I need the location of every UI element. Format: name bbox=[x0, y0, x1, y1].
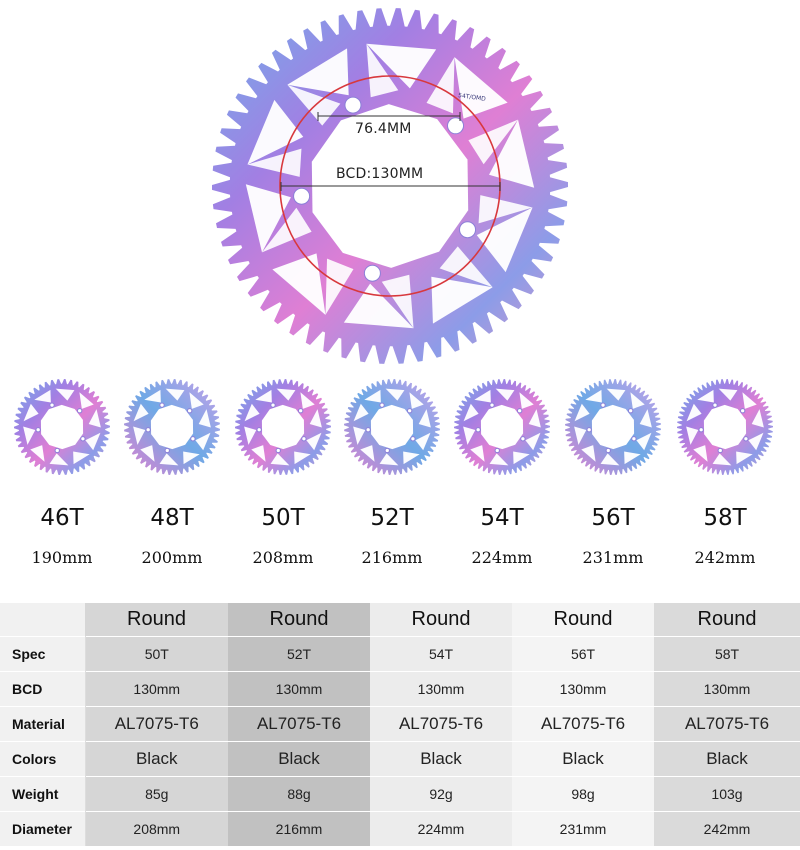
chainring-52t-image bbox=[344, 379, 440, 475]
diameter-value: 216mm bbox=[361, 548, 423, 567]
table-row: Diameter 208mm 216mm 224mm 231mm 242mm bbox=[0, 811, 800, 846]
table-cell: 224mm bbox=[370, 811, 512, 846]
table-cell: 242mm bbox=[654, 811, 800, 846]
diameter-value: 231mm bbox=[582, 548, 644, 567]
row-label-bcd: BCD bbox=[0, 671, 86, 707]
table-header-row: Round Round Round Round Round bbox=[0, 603, 800, 637]
mini-chainring bbox=[454, 379, 550, 475]
chainring-54t-image bbox=[454, 379, 550, 475]
column-header: Round bbox=[228, 603, 370, 637]
chainring-illustration bbox=[212, 8, 568, 364]
table-cell: 85g bbox=[85, 776, 228, 812]
diameter-value: 242mm bbox=[694, 548, 756, 567]
table-cell: 88g bbox=[228, 776, 370, 812]
mini-chainring bbox=[344, 379, 440, 475]
table-row: Colors Black Black Black Black Black bbox=[0, 741, 800, 777]
diameter-value: 208mm bbox=[252, 548, 314, 567]
table-row: Spec 50T 52T 54T 56T 58T bbox=[0, 636, 800, 672]
column-header: Round bbox=[654, 603, 800, 637]
table-cell: Black bbox=[654, 741, 800, 777]
mini-chainring bbox=[14, 379, 110, 475]
diameter-value: 224mm bbox=[471, 548, 533, 567]
measure-short-label: 76.4MM bbox=[355, 121, 412, 137]
size-lineup: 46T 190mm 48T 200mm 50T 208mm 52T 216mm … bbox=[0, 375, 800, 575]
size-item: 52T 216mm bbox=[338, 375, 446, 567]
table-cell: Black bbox=[85, 741, 228, 777]
table-cell: AL7075-T6 bbox=[228, 706, 370, 742]
table-cell: AL7075-T6 bbox=[370, 706, 512, 742]
teeth-count: 50T bbox=[261, 505, 305, 531]
teeth-count: 56T bbox=[591, 505, 635, 531]
row-label-colors: Colors bbox=[0, 741, 86, 777]
table-cell: 56T bbox=[512, 636, 654, 672]
size-item: 58T 242mm bbox=[671, 375, 779, 567]
mini-chainring bbox=[124, 379, 220, 475]
table-cell: Black bbox=[228, 741, 370, 777]
table-cell: AL7075-T6 bbox=[512, 706, 654, 742]
table-cell: 130mm bbox=[85, 671, 228, 707]
mini-chainring bbox=[235, 379, 331, 475]
mini-chainring bbox=[677, 379, 773, 475]
table-cell: 130mm bbox=[654, 671, 800, 707]
column-header: Round bbox=[512, 603, 654, 637]
table-cell: 52T bbox=[228, 636, 370, 672]
table-cell: 216mm bbox=[228, 811, 370, 846]
row-label-material: Material bbox=[0, 706, 86, 742]
row-label-spec: Spec bbox=[0, 636, 86, 672]
table-cell: 130mm bbox=[370, 671, 512, 707]
column-header: Round bbox=[85, 603, 228, 637]
teeth-count: 48T bbox=[150, 505, 194, 531]
teeth-count: 58T bbox=[703, 505, 747, 531]
teeth-count: 54T bbox=[480, 505, 524, 531]
table-row: Weight 85g 88g 92g 98g 103g bbox=[0, 776, 800, 812]
size-item: 50T 208mm bbox=[229, 375, 337, 567]
chainring-50t-image bbox=[235, 379, 331, 475]
diameter-value: 190mm bbox=[31, 548, 93, 567]
table-cell: 54T bbox=[370, 636, 512, 672]
chainring-body bbox=[212, 8, 568, 364]
table-cell: Black bbox=[512, 741, 654, 777]
table-cell: 98g bbox=[512, 776, 654, 812]
row-label-weight: Weight bbox=[0, 776, 86, 812]
table-cell: 208mm bbox=[85, 811, 228, 846]
size-item: 48T 200mm bbox=[118, 375, 226, 567]
table-cell: 50T bbox=[85, 636, 228, 672]
header-corner bbox=[0, 603, 85, 637]
teeth-count: 46T bbox=[40, 505, 84, 531]
mini-chainring bbox=[565, 379, 661, 475]
size-item: 54T 224mm bbox=[448, 375, 556, 567]
chainring-48t-image bbox=[124, 379, 220, 475]
table-cell: 103g bbox=[654, 776, 800, 812]
table-cell: 130mm bbox=[228, 671, 370, 707]
bcd-label: BCD:130MM bbox=[336, 166, 424, 182]
table-cell: AL7075-T6 bbox=[654, 706, 800, 742]
table-row: Material AL7075-T6 AL7075-T6 AL7075-T6 A… bbox=[0, 706, 800, 742]
hero-chainring: 76.4MM BCD:130MM 54T/OMD bbox=[0, 0, 800, 372]
table-cell: Black bbox=[370, 741, 512, 777]
chainring-46t-image bbox=[14, 379, 110, 475]
table-cell: AL7075-T6 bbox=[85, 706, 228, 742]
table-cell: 58T bbox=[654, 636, 800, 672]
diameter-value: 200mm bbox=[141, 548, 203, 567]
spec-table: Round Round Round Round Round Spec 50T 5… bbox=[0, 603, 800, 846]
table-cell: 130mm bbox=[512, 671, 654, 707]
chainring-58t-image bbox=[677, 379, 773, 475]
teeth-count: 52T bbox=[370, 505, 414, 531]
table-cell: 231mm bbox=[512, 811, 654, 846]
row-label-diameter: Diameter bbox=[0, 811, 86, 846]
table-cell: 92g bbox=[370, 776, 512, 812]
size-item: 56T 231mm bbox=[559, 375, 667, 567]
size-item: 46T 190mm bbox=[8, 375, 116, 567]
column-header: Round bbox=[370, 603, 512, 637]
chainring-56t-image bbox=[565, 379, 661, 475]
table-row: BCD 130mm 130mm 130mm 130mm 130mm bbox=[0, 671, 800, 707]
